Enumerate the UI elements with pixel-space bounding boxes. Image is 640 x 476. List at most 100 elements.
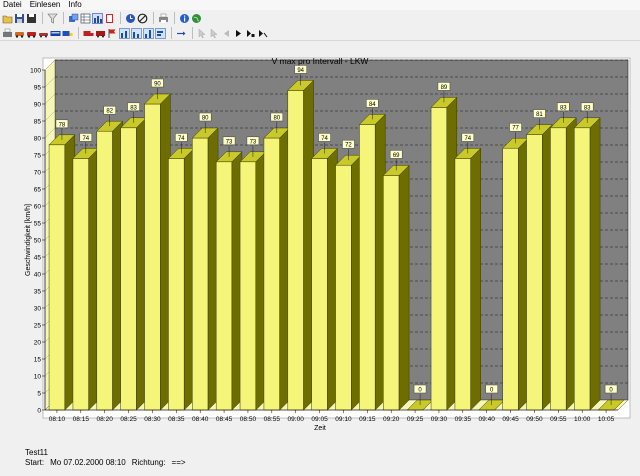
- value-label: 94: [297, 68, 304, 74]
- open-folder-icon[interactable]: [2, 13, 13, 24]
- bar: [191, 127, 219, 411]
- footer-info: Test11 Start: Mo 07.02.2000 08:10 Richtu…: [25, 448, 186, 468]
- truck-red-icon[interactable]: [83, 28, 94, 39]
- y-tick-label: 60: [34, 204, 42, 211]
- value-label: 74: [464, 136, 471, 142]
- filter-icon[interactable]: [47, 13, 58, 24]
- value-label-box: [437, 82, 451, 91]
- y-tick-label: 40: [34, 272, 42, 279]
- value-label-box: [222, 136, 236, 146]
- bar-chart-icon[interactable]: [92, 12, 103, 24]
- value-label: 74: [82, 136, 89, 142]
- gridline-wall: [44, 76, 56, 88]
- value-label: 84: [369, 102, 376, 108]
- bar-view-3-icon[interactable]: [143, 27, 154, 39]
- bar: [502, 137, 530, 411]
- no-entry-icon[interactable]: [137, 13, 148, 24]
- bar: [311, 147, 339, 411]
- x-tick-label: 09:00: [288, 416, 305, 423]
- bar-front: [550, 127, 567, 411]
- cursor-icon[interactable]: [197, 28, 208, 39]
- clock-icon[interactable]: [125, 13, 136, 24]
- bar-view-4-icon[interactable]: [155, 27, 166, 39]
- x-axis-label: Zeit: [314, 425, 326, 432]
- y-tick-label: 20: [34, 340, 42, 347]
- y-tick-label: 45: [34, 255, 42, 262]
- x-tick-label: 08:15: [73, 416, 90, 423]
- copy-window-icon[interactable]: [68, 13, 79, 24]
- info-icon[interactable]: [179, 13, 190, 24]
- gridline-wall: [44, 59, 56, 71]
- value-label: 0: [609, 388, 613, 394]
- truck-blue-icon[interactable]: [62, 28, 73, 39]
- y-tick-label: 30: [34, 306, 42, 313]
- gridline-wall: [44, 110, 56, 122]
- bar-view-2-icon[interactable]: [131, 27, 142, 39]
- menu-einlesen[interactable]: Einlesen: [29, 0, 61, 9]
- bar: [430, 96, 458, 411]
- value-label-box: [413, 384, 427, 394]
- value-label-box: [198, 112, 212, 122]
- car-small-icon[interactable]: [38, 28, 49, 39]
- bar: [549, 117, 577, 411]
- bar-front: [311, 158, 328, 411]
- flag-icon[interactable]: [107, 28, 118, 39]
- value-label: 81: [536, 112, 543, 118]
- value-label-box: [318, 133, 331, 142]
- x-tick-label: 08:55: [264, 416, 281, 423]
- bar: [454, 147, 482, 411]
- x-tick-label: 09:05: [311, 416, 328, 423]
- save-as-icon[interactable]: [26, 13, 37, 24]
- printer-small-icon[interactable]: [2, 28, 13, 39]
- value-label-box: [580, 102, 594, 112]
- menu-info[interactable]: Info: [68, 0, 82, 9]
- globe-icon[interactable]: [191, 13, 202, 24]
- y-tick-label: 85: [34, 119, 42, 126]
- bus-icon[interactable]: [50, 28, 61, 39]
- play-right-icon[interactable]: [233, 28, 244, 39]
- bar: [96, 120, 124, 411]
- value-label-box: [366, 99, 379, 108]
- vehicle-icon[interactable]: [95, 28, 106, 39]
- y-tick-label: 80: [34, 136, 42, 143]
- x-tick-label: 08:20: [97, 416, 114, 423]
- play-left-icon[interactable]: [221, 28, 232, 39]
- gridline-wall: [44, 127, 56, 139]
- y-tick-label: 100: [30, 68, 41, 75]
- value-label: 90: [154, 82, 161, 88]
- value-label: 73: [250, 139, 257, 145]
- menu-datei[interactable]: Datei: [3, 0, 22, 9]
- toolbar-separator: [153, 12, 154, 24]
- bar-front: [574, 127, 591, 411]
- y-tick-label: 0: [37, 408, 41, 415]
- y-tick-label: 25: [34, 323, 42, 330]
- direction-value: ==>: [171, 458, 186, 467]
- bar: [287, 79, 315, 411]
- cursor-2-icon[interactable]: [209, 28, 220, 39]
- arrow-line-icon[interactable]: [176, 28, 187, 39]
- value-label: 0: [490, 388, 494, 394]
- car-icon[interactable]: [14, 28, 25, 39]
- skip-end-icon[interactable]: [257, 28, 268, 39]
- y-tick-label: 10: [34, 374, 42, 381]
- value-label: 73: [226, 139, 233, 145]
- skip-next-icon[interactable]: [245, 28, 256, 39]
- y-tick-label: 70: [34, 170, 42, 177]
- bar: [120, 117, 148, 411]
- save-icon[interactable]: [14, 13, 25, 24]
- bar-front: [72, 158, 89, 411]
- bar-front: [96, 130, 113, 411]
- print-icon[interactable]: [158, 13, 169, 24]
- value-label-box: [175, 133, 188, 142]
- toolbar-separator: [174, 12, 175, 24]
- bar-front: [526, 134, 543, 411]
- value-label: 89: [441, 85, 448, 91]
- x-tick-label: 09:45: [502, 416, 519, 423]
- notebook-icon[interactable]: [104, 13, 115, 24]
- x-tick-label: 09:55: [550, 416, 567, 423]
- bar-view-icon[interactable]: [119, 27, 130, 39]
- gridline-wall: [44, 93, 56, 105]
- car-red-icon[interactable]: [26, 28, 37, 39]
- x-tick-label: 08:10: [49, 416, 66, 423]
- table-icon[interactable]: [80, 13, 91, 24]
